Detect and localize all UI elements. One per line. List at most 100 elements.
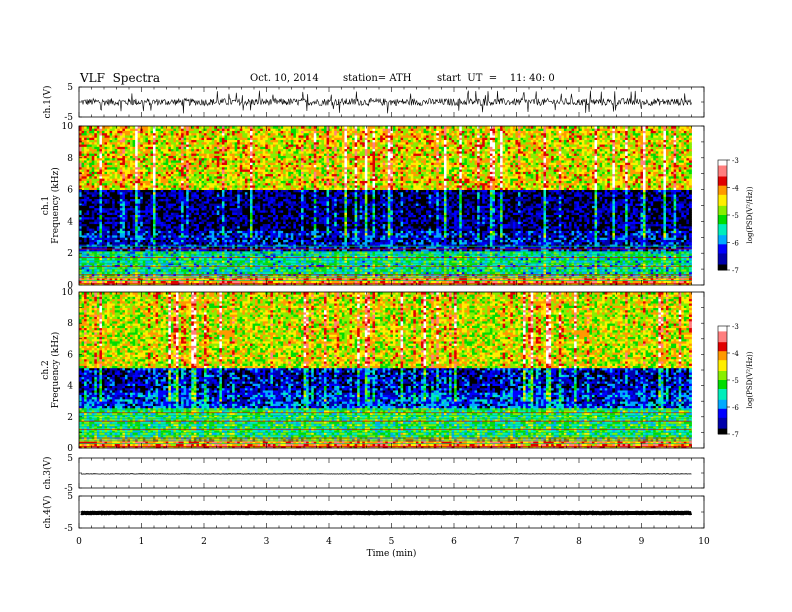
spectrogram-cell (183, 237, 187, 240)
spectrogram-cell (94, 150, 98, 154)
spectrogram-cell (193, 280, 197, 284)
spectrogram-cell (244, 187, 248, 190)
spectrogram-cell (79, 182, 82, 186)
spectrogram-cell (124, 169, 128, 172)
spectrogram-cell (96, 164, 100, 168)
spectrogram-cell (140, 162, 144, 166)
spectrogram-cell (119, 128, 123, 131)
spectrogram-cell (89, 241, 93, 245)
spectrogram-cell (119, 280, 123, 284)
spectrogram-cell (201, 126, 205, 129)
spectrogram-cell (198, 280, 202, 284)
spectrogram-cell (244, 148, 248, 152)
spectrogram-cell (201, 280, 205, 284)
spectrogram-cell (211, 187, 215, 190)
spectrogram-cell (142, 175, 146, 179)
spectrogram-cell (86, 210, 90, 213)
spectrogram-cell (130, 189, 133, 193)
spectrogram-cell (127, 153, 131, 156)
spectrogram-cell (84, 175, 88, 179)
spectrogram-cell (219, 144, 223, 147)
spectrogram-cell (206, 255, 210, 259)
spectrogram-cell (183, 225, 187, 229)
spectrogram-cell (173, 182, 177, 186)
spectrogram-cell (193, 200, 197, 204)
spectrogram-cell (252, 225, 256, 229)
spectrogram-cell (153, 257, 156, 261)
spectrogram-cell (234, 214, 238, 218)
spectrogram-cell (132, 191, 136, 195)
spectrogram-cell (239, 146, 243, 150)
spectrogram-cell (186, 205, 190, 209)
spectrogram-cell (119, 182, 123, 186)
spectrogram-cell (196, 280, 200, 284)
spectrogram-cell (247, 203, 251, 206)
spectrogram-cell (158, 239, 162, 243)
spectrogram-cell (178, 182, 182, 186)
spectrogram-cell (214, 255, 218, 259)
spectrogram-cell (224, 237, 228, 240)
spectrogram-cell (232, 150, 236, 154)
spectrogram-cell (160, 239, 164, 243)
spectrogram-cell (142, 132, 146, 136)
spectrogram-cell (89, 153, 93, 156)
spectrogram-cell (193, 260, 197, 263)
spectrogram-cell (84, 266, 88, 270)
spectrogram-cell (214, 137, 218, 141)
spectrogram-cell (229, 280, 233, 284)
spectrogram-cell (135, 171, 139, 175)
spectrogram-cell (249, 248, 253, 252)
spectrogram-cell (137, 278, 141, 281)
spectrogram-cell (163, 180, 167, 184)
spectrogram-cell (229, 235, 233, 238)
spectrogram-cell (252, 146, 256, 150)
spectrogram-cell (206, 200, 210, 204)
spectrogram-cell (79, 139, 82, 143)
spectrogram-cell (188, 200, 192, 204)
spectrogram-cell (101, 166, 105, 170)
spectrogram-cell (155, 189, 159, 193)
spectrogram-cell (96, 228, 100, 231)
spectrogram-cell (140, 230, 144, 234)
spectrogram-cell (86, 216, 90, 220)
spectrogram-cell (168, 207, 172, 211)
spectrogram-cell (94, 153, 98, 156)
spectrogram-cell (145, 235, 149, 238)
spectrogram-cell (221, 257, 225, 261)
spectrogram-cell (158, 169, 162, 172)
spectrogram-cell (160, 187, 164, 190)
spectrogram-cell (183, 248, 187, 252)
spectrogram-cell (122, 150, 126, 154)
spectrogram-cell (107, 132, 111, 136)
spectrogram-cell (153, 169, 156, 172)
spectrogram-cell (188, 239, 192, 243)
spectrogram-cell (252, 216, 256, 220)
spectrogram-cell (188, 210, 192, 213)
spectrogram-cell (175, 230, 179, 234)
spectrogram-cell (117, 182, 121, 186)
spectrogram-cell (211, 137, 215, 141)
spectrogram-cell (232, 198, 236, 202)
spectrogram-cell (186, 214, 190, 218)
spectrogram-cell (170, 246, 174, 250)
spectrogram-cell (107, 207, 111, 211)
spectrogram-cell (96, 139, 100, 143)
spectrogram-cell (153, 269, 156, 272)
spectrogram-cell (127, 255, 131, 259)
spectrogram-cell (173, 205, 177, 209)
spectrogram-cell (188, 257, 192, 261)
spectrogram-cell (147, 166, 151, 170)
spectrogram-cell (127, 235, 131, 238)
spectrogram-cell (132, 235, 136, 238)
spectrogram-cell (96, 257, 100, 261)
spectrogram-cell (153, 223, 156, 227)
spectrogram-cell (150, 196, 154, 200)
spectrogram-cell (188, 160, 192, 163)
spectrogram-cell (107, 216, 111, 220)
spectrogram-cell (132, 271, 136, 275)
spectrogram-cell (201, 248, 205, 252)
spectrogram-cell (153, 173, 156, 177)
spectrogram-cell (117, 241, 121, 245)
spectrogram-cell (188, 205, 192, 209)
spectrogram-cell (209, 130, 213, 134)
